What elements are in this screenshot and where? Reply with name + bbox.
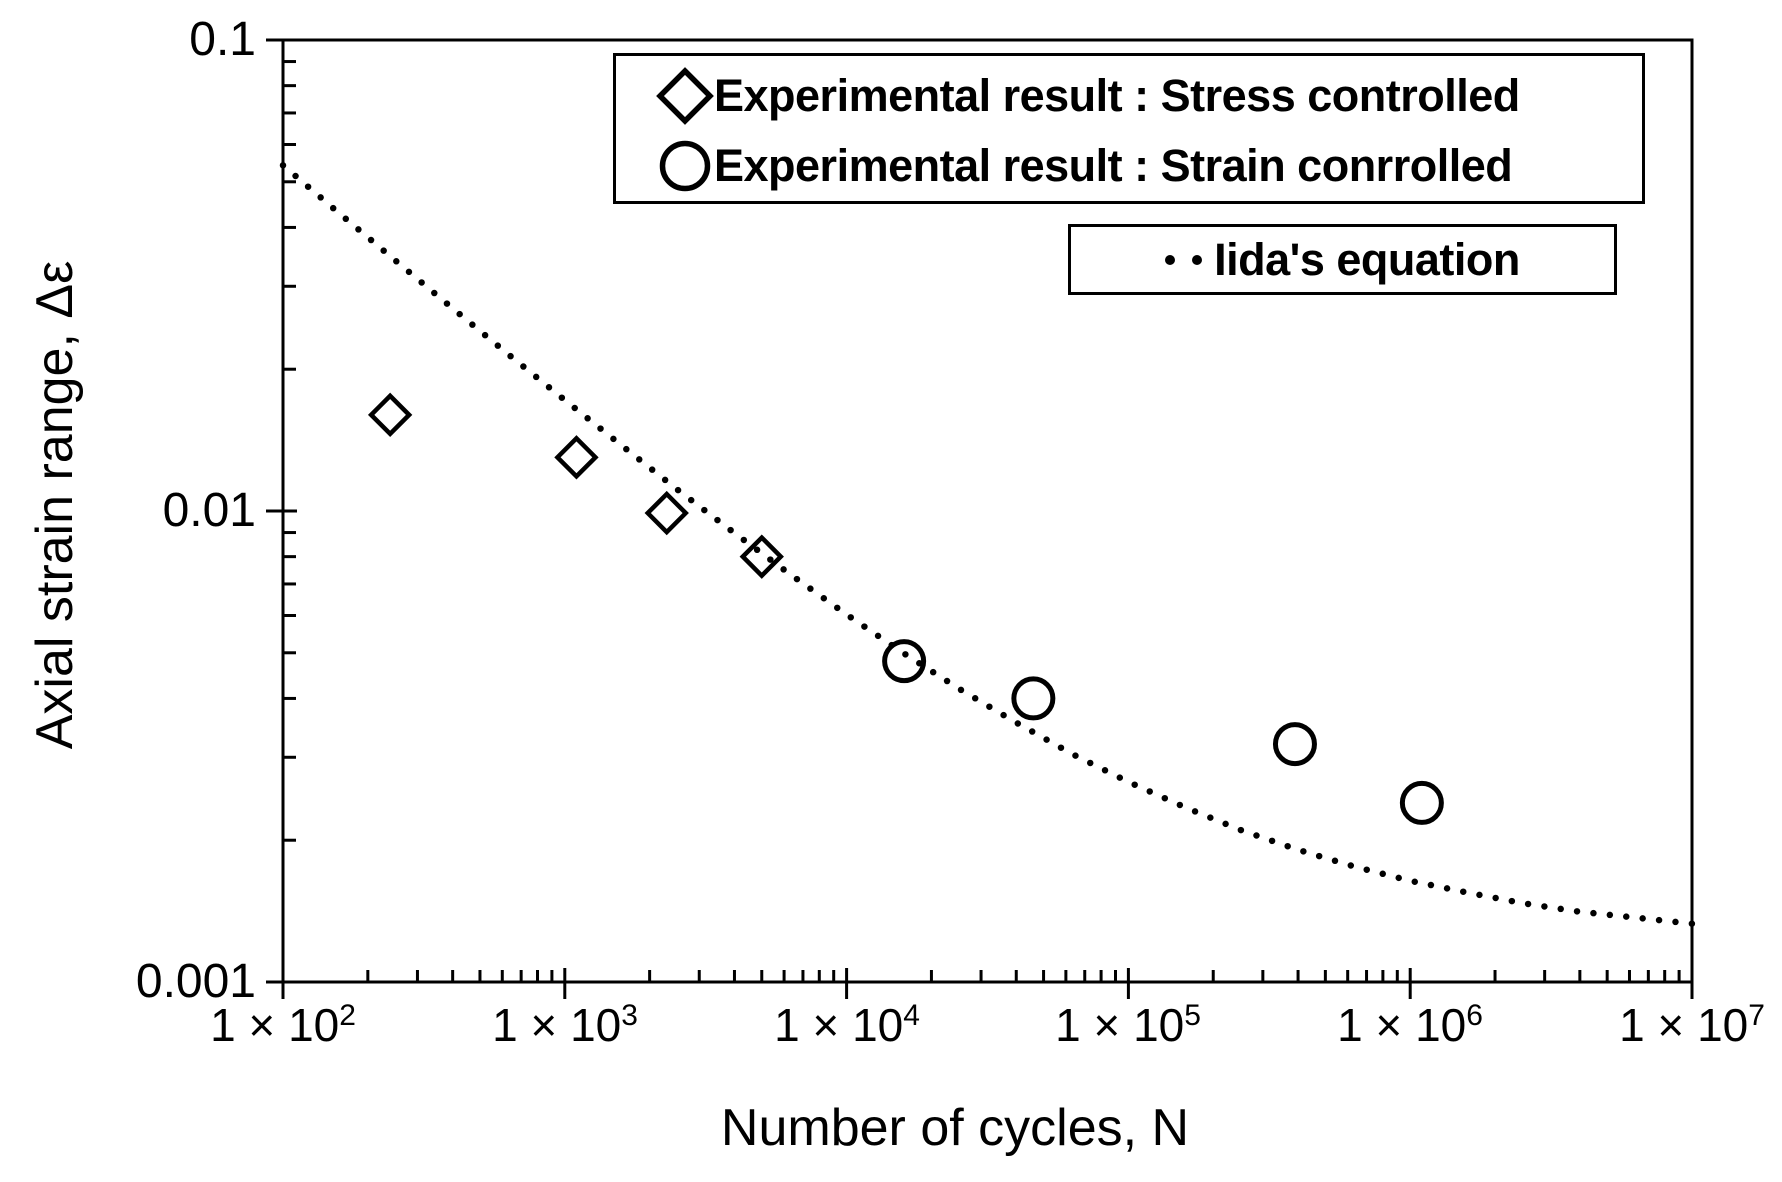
x-tick-label: 1 × 106 [1337,999,1483,1051]
data-point-circle [1272,722,1317,767]
data-point-diamond [644,490,689,536]
legend-item-label: Experimental result : Strain conrrolled [714,140,1513,191]
data-point-diamond [554,435,599,480]
dotted-line-sample-icon [1165,254,1176,265]
iida-equation-curve [279,162,1696,927]
y-tick-label: 0.001 [135,955,256,1008]
legend-item-label: Iida's equation [1214,233,1520,285]
data-point-circle [1011,676,1056,721]
dotted-line-sample-icon [1192,254,1203,265]
legend-experimental: Experimental result : Stress controlled … [613,53,1645,204]
x-tick-label: 1 × 102 [210,999,356,1051]
diamond-marker-icon [656,67,714,125]
y-tick-label: 0.1 [189,13,256,66]
legend-item-label: Experimental result : Stress controlled [714,70,1520,121]
data-point-diamond [739,534,784,579]
y-tick-label: 0.01 [162,484,256,537]
data-point-circle [882,639,927,684]
x-tick-label: 1 × 104 [774,999,920,1051]
circle-marker-icon [659,140,711,192]
legend-iida-equation: Iida's equation [1068,224,1617,295]
data-point-diamond [367,392,413,438]
x-tick-label: 1 × 105 [1055,999,1201,1051]
legend-item-stress-controlled: Experimental result : Stress controlled [616,61,1642,131]
legend-item-strain-controlled: Experimental result : Strain conrrolled [616,131,1642,201]
x-tick-label: 1 × 103 [492,999,638,1051]
x-axis-title: Number of cycles, N [720,1099,1190,1157]
x-tick-label: 1 × 107 [1619,999,1765,1051]
data-point-circle [1399,780,1444,825]
